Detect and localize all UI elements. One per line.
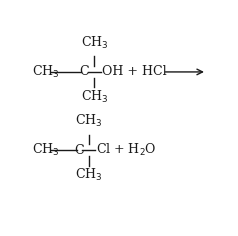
Text: CH$_3$: CH$_3$ (81, 35, 108, 51)
Text: CH$_3$: CH$_3$ (81, 89, 108, 105)
Text: CH$_3$: CH$_3$ (32, 64, 59, 80)
Text: CH$_3$: CH$_3$ (32, 142, 59, 158)
Text: C: C (74, 143, 84, 156)
Text: CH$_3$: CH$_3$ (75, 167, 103, 183)
Text: Cl + H$_2$O: Cl + H$_2$O (96, 142, 157, 158)
Text: C: C (79, 65, 89, 78)
Text: CH$_3$: CH$_3$ (75, 113, 103, 129)
Text: OH + HCl: OH + HCl (102, 65, 166, 78)
